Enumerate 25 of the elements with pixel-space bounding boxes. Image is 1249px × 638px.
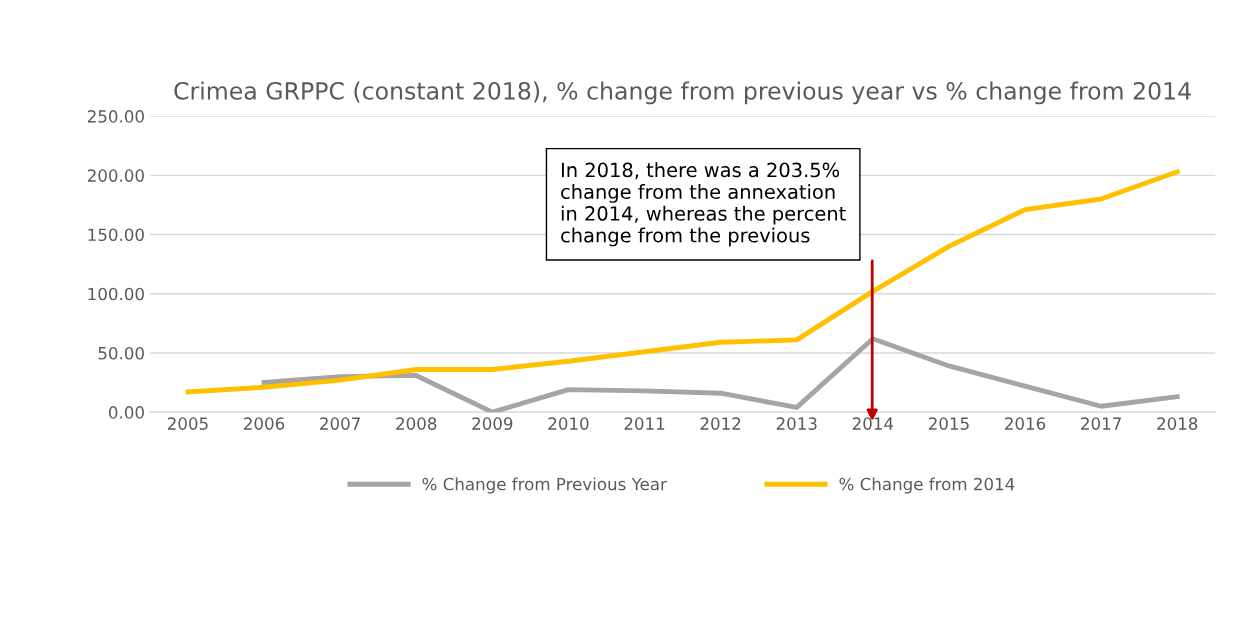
annotation: In 2018, there was a 203.5% change from the annexation in 2014, whereas the percent change from the previous xyxy=(561,162,846,247)
y-tick-label: 150.00 xyxy=(88,228,144,242)
y-tick-label: 50.00 xyxy=(98,346,144,360)
x-tick-label: 2008 xyxy=(396,417,437,430)
x-tick-label: 2017 xyxy=(1081,417,1121,430)
x-tick-label: 2010 xyxy=(548,417,589,430)
x-tick-label: 2018 xyxy=(1157,417,1198,430)
y-tick-label: 0.00 xyxy=(109,406,144,419)
x-tick-label: 2011 xyxy=(624,417,665,430)
y-tick-label: 250.00 xyxy=(87,110,144,123)
x-tick-label: 2009 xyxy=(472,417,513,430)
x-tick-label: 2015 xyxy=(928,417,969,430)
line-series xyxy=(261,336,1180,413)
x-tick-label: 2012 xyxy=(700,417,741,430)
x-tick-label: 2013 xyxy=(776,417,817,430)
x-tick-label: 2006 xyxy=(244,417,285,430)
x-tick-label: 2014 xyxy=(852,417,894,430)
y-tick-label: 200.00 xyxy=(87,169,144,182)
legend-label: % Change from 2014 xyxy=(839,477,1015,494)
x-tick-label: 2005 xyxy=(167,417,208,430)
legend-label: % Change from Previous Year xyxy=(422,477,667,494)
x-tick-label: 2007 xyxy=(320,417,360,430)
x-tick-label: 2016 xyxy=(1005,417,1046,430)
y-tick-label: 100.00 xyxy=(88,287,144,301)
chart-title: Crimea GRPPC (constant 2018), % change from previous year vs % change from 2014 xyxy=(174,81,1191,105)
